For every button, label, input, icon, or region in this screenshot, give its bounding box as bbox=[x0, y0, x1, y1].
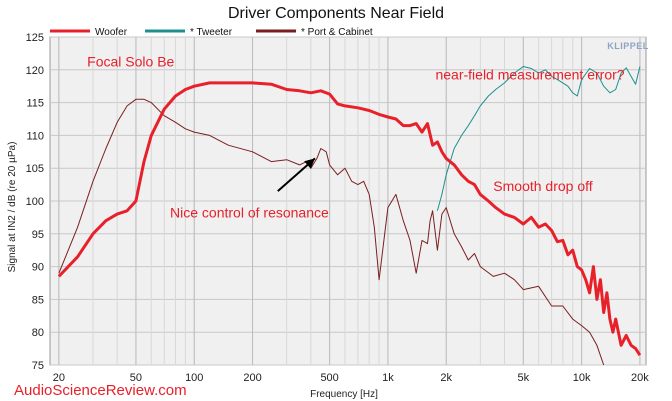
y-tick-label: 80 bbox=[32, 327, 44, 339]
x-tick-label: 200 bbox=[243, 372, 261, 384]
y-tick-label: 100 bbox=[26, 196, 44, 208]
x-tick-label: 1k bbox=[382, 372, 394, 384]
y-tick-label: 120 bbox=[26, 65, 44, 77]
legend: Woofer * Tweeter * Port & Cabinet bbox=[50, 27, 373, 38]
x-tick-label: 20 bbox=[53, 372, 65, 384]
series-line-port-cabinet bbox=[58, 98, 605, 365]
legend-entry: Woofer bbox=[95, 27, 128, 38]
legend-entry: * Tweeter bbox=[190, 27, 233, 38]
legend-entry: * Port & Cabinet bbox=[301, 27, 373, 38]
y-tick-label: 115 bbox=[26, 98, 44, 110]
y-tick-label: 85 bbox=[32, 294, 44, 306]
grid bbox=[50, 36, 646, 366]
annotation-text: Focal Solo Be bbox=[87, 54, 174, 70]
x-tick-label: 100 bbox=[185, 372, 203, 384]
klippel-logo: KLIPPEL bbox=[607, 41, 649, 51]
annotation-text: near-field measurement error? bbox=[435, 67, 624, 83]
series-line-woofer bbox=[57, 81, 642, 357]
x-tick-label: 10k bbox=[573, 372, 591, 384]
annotation-text: Smooth drop off bbox=[493, 178, 592, 194]
annotation-text: Nice control of resonance bbox=[170, 204, 329, 220]
y-ticks: 75 80 85 90 95 100 105 110 115 120 125 bbox=[26, 32, 44, 372]
x-tick-label: 500 bbox=[320, 372, 338, 384]
x-tick-label: 20k bbox=[631, 372, 649, 384]
x-axis-label: Frequency [Hz] bbox=[310, 389, 378, 400]
annotations: Focal Solo Be near-field measurement erro… bbox=[87, 54, 625, 221]
series-lines bbox=[57, 66, 642, 365]
arrow-head bbox=[304, 158, 315, 169]
y-tick-label: 90 bbox=[32, 262, 44, 274]
y-tick-label: 110 bbox=[26, 130, 44, 142]
watermark: AudioScienceReview.com bbox=[14, 382, 187, 399]
x-tick-label: 50 bbox=[130, 372, 142, 384]
y-axis-label: Signal at IN2 / dB (re 20 µPa) bbox=[7, 142, 18, 273]
x-ticks: 20 50 100 200 500 1k 2k 5k 10k 20k bbox=[53, 372, 650, 384]
y-tick-label: 75 bbox=[32, 360, 44, 372]
y-tick-label: 125 bbox=[26, 32, 44, 44]
chart-title: Driver Components Near Field bbox=[228, 5, 444, 22]
y-tick-label: 95 bbox=[32, 229, 44, 241]
y-tick-label: 105 bbox=[26, 163, 44, 175]
x-tick-label: 5k bbox=[517, 372, 529, 384]
x-tick-label: 2k bbox=[440, 372, 452, 384]
series-line-tweeter bbox=[436, 66, 641, 211]
